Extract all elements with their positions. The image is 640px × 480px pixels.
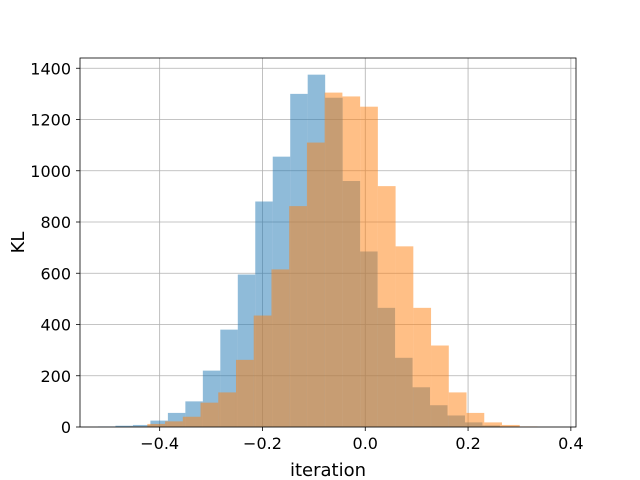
histogram-bar	[342, 96, 361, 427]
histogram-bar	[324, 92, 343, 427]
histogram-bar	[413, 307, 432, 427]
axis-ticks: −0.4 −0.2 0.0 0.2 0.4 0 200 400 600 800 1000 1200 14…	[30, 59, 583, 453]
y-tick-label: 0	[61, 418, 71, 437]
histogram-bar	[165, 421, 183, 427]
histogram-bar	[115, 425, 133, 427]
histogram-bar	[253, 315, 272, 427]
histogram-bar	[360, 106, 378, 427]
histogram-bar	[377, 186, 396, 427]
x-tick-label: −0.4	[140, 434, 179, 453]
x-tick-label: 0.2	[455, 434, 480, 453]
histogram-bar	[132, 424, 151, 427]
y-tick-label: 800	[40, 213, 71, 232]
y-tick-label: 400	[40, 316, 71, 335]
histogram-bar	[431, 345, 449, 427]
histogram-bars	[97, 74, 538, 427]
histogram-series-2	[129, 92, 538, 427]
histogram-bar	[448, 392, 467, 427]
y-tick-label: 1400	[30, 59, 71, 78]
histogram-bar	[182, 416, 201, 427]
x-tick-label: 0.4	[558, 434, 583, 453]
x-axis-title: iteration	[290, 460, 366, 480]
histogram-bar	[235, 359, 254, 427]
y-tick-label: 200	[40, 367, 71, 386]
histogram-bar	[271, 269, 290, 427]
y-tick-label: 1000	[30, 162, 71, 181]
plot-frame	[79, 57, 577, 428]
x-tick-label: 0.0	[353, 434, 378, 453]
histogram-bar	[484, 422, 502, 427]
x-tick-label: −0.2	[243, 434, 282, 453]
histogram-bar	[150, 420, 168, 427]
histogram-bar	[218, 392, 236, 427]
y-tick-label: 600	[40, 264, 71, 283]
histogram-bar	[306, 142, 325, 427]
histogram-bar	[395, 246, 414, 427]
y-tick-label: 1200	[30, 111, 71, 130]
histogram-bar	[466, 412, 485, 427]
histogram-bar	[200, 402, 219, 427]
histogram-bar	[501, 424, 520, 427]
histogram-bar	[147, 423, 166, 427]
histogram-bar	[289, 206, 307, 427]
y-axis-title: KL	[8, 232, 29, 254]
